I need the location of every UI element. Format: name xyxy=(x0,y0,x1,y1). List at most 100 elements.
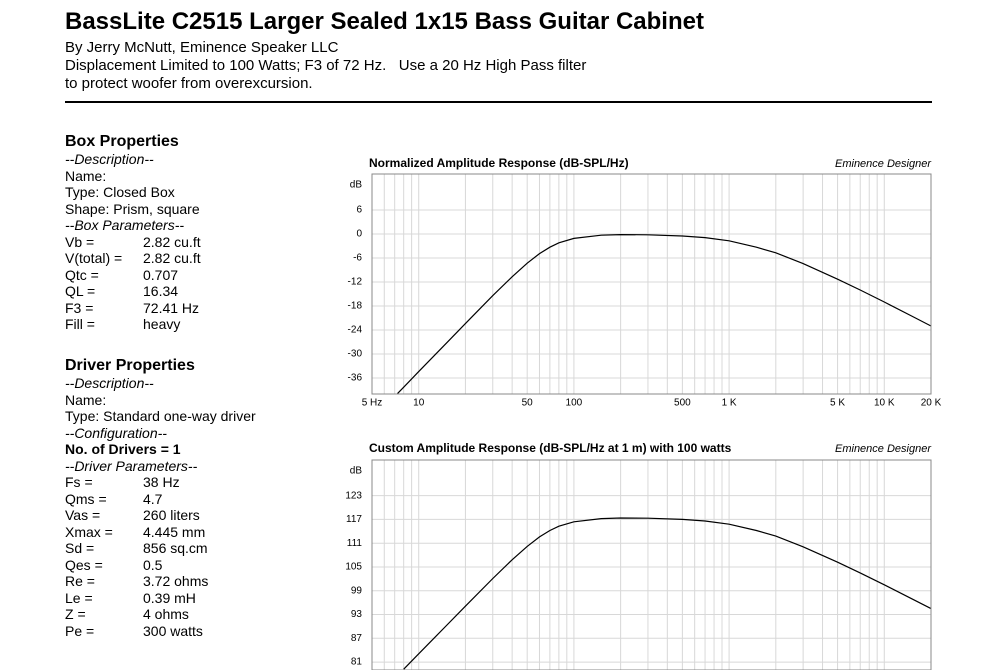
property-value: 16.34 xyxy=(143,283,179,299)
property-row: F3 = 72.41 Hz xyxy=(65,300,345,317)
x-tick-label: 20 K xyxy=(921,398,942,409)
x-tick-label: 10 K xyxy=(874,398,895,409)
property-row: Le = 0.39 mH xyxy=(65,590,345,607)
y-tick-label: -12 xyxy=(348,277,363,288)
property-text: Name: xyxy=(65,167,107,184)
property-row: Type: Closed Box xyxy=(65,184,345,201)
header-rule xyxy=(65,101,932,103)
property-label: F3 = xyxy=(65,299,94,316)
property-row: Name: xyxy=(65,392,345,409)
property-row: Vb = 2.82 cu.ft xyxy=(65,234,345,251)
property-row: Pe = 300 watts xyxy=(65,623,345,640)
property-label: Xmax = xyxy=(65,523,113,540)
y-tick-label: 111 xyxy=(347,538,363,549)
property-row: Qms = 4.7 xyxy=(65,491,345,508)
y-tick-label: 81 xyxy=(351,657,363,668)
property-label: Re = xyxy=(65,573,95,589)
property-label: Fill = xyxy=(65,316,95,332)
property-row: Fill = heavy xyxy=(65,316,345,333)
property-row: Re = 3.72 ohms xyxy=(65,573,345,590)
x-tick-label: 50 xyxy=(522,398,534,409)
property-label: V(total) = xyxy=(65,250,123,266)
property-text: --Description-- xyxy=(65,375,154,391)
plot-frame xyxy=(371,459,932,670)
chart-title: Custom Amplitude Response (dB-SPL/Hz at … xyxy=(369,441,732,455)
x-tick-label: 10 xyxy=(413,398,425,409)
y-tick-label: 87 xyxy=(351,633,363,644)
subtitle: By Jerry McNutt, Eminence Speaker LLC Di… xyxy=(65,39,586,93)
y-tick-label: 105 xyxy=(345,562,362,573)
subtitle-line: Displacement Limited to 100 Watts; F3 of… xyxy=(65,57,587,74)
y-axis-label: dB xyxy=(350,180,363,191)
property-row: Xmax = 4.445 mm xyxy=(65,524,345,541)
y-tick-label: 99 xyxy=(351,585,363,596)
property-row: Sd = 856 sq.cm xyxy=(65,540,345,557)
property-row: --Driver Parameters-- xyxy=(65,458,345,475)
property-row: Shape: Prism, square xyxy=(65,201,345,218)
chart-source: Eminence Designer xyxy=(835,443,932,455)
y-tick-label: 117 xyxy=(346,514,362,525)
x-tick-label: 500 xyxy=(674,398,691,409)
y-tick-label: 6 xyxy=(356,205,362,216)
y-tick-label: -36 xyxy=(348,373,363,384)
property-row: Vas = 260 liters xyxy=(65,507,345,524)
x-tick-label: 5 Hz xyxy=(362,398,383,409)
property-label: Sd = xyxy=(65,540,95,556)
chart-title: Normalized Amplitude Response (dB-SPL/Hz… xyxy=(369,156,629,170)
property-label: Z = xyxy=(65,606,86,622)
y-tick-label: -24 xyxy=(348,325,363,336)
property-row: Z = 4 ohms xyxy=(65,606,345,623)
response-curve xyxy=(397,233,931,394)
property-value: 4 ohms xyxy=(143,606,189,622)
response-curve xyxy=(403,517,931,670)
plot xyxy=(372,460,931,670)
x-tick-label: 1 K xyxy=(722,398,737,409)
property-label: Pe = xyxy=(65,622,95,639)
property-value: 4.445 mm xyxy=(143,523,206,540)
property-row: Name: xyxy=(65,168,345,185)
chart-source: Eminence Designer xyxy=(835,158,932,170)
property-label: Qes = xyxy=(65,556,103,573)
property-value: 72.41 Hz xyxy=(143,299,200,316)
property-label: QL = xyxy=(65,283,96,299)
section-heading: Box Properties xyxy=(65,133,179,150)
y-tick-label: 123 xyxy=(345,490,362,501)
property-label: Qms = xyxy=(65,490,107,507)
property-row: --Box Parameters-- xyxy=(65,217,345,234)
plot-frame xyxy=(371,173,932,395)
plot xyxy=(372,174,931,394)
subtitle-line: to protect woofer from overexcursion. xyxy=(65,75,313,92)
property-label: Fs = xyxy=(65,474,93,490)
property-text: --Configuration-- xyxy=(65,424,167,441)
section-heading: Driver Properties xyxy=(65,357,195,374)
property-value: 3.72 ohms xyxy=(143,573,209,589)
property-value: 0.707 xyxy=(143,266,179,283)
property-label: Le = xyxy=(65,589,93,606)
title: BassLite C2515 Larger Sealed 1x15 Bass G… xyxy=(65,8,704,35)
property-label: Qtc = xyxy=(65,266,99,283)
property-row: Qtc = 0.707 xyxy=(65,267,345,284)
property-section: Box Properties --Description-- Name: Type: … xyxy=(65,133,345,333)
y-axis-label: dB xyxy=(350,466,363,477)
y-tick-label: -6 xyxy=(353,253,362,264)
property-text: Name: xyxy=(65,391,107,408)
property-row: --Description-- xyxy=(65,375,345,392)
property-value: 0.39 mH xyxy=(143,589,196,606)
property-value: 300 watts xyxy=(143,622,203,639)
property-label: Vb = xyxy=(65,233,95,250)
property-text: --Description-- xyxy=(65,151,154,167)
y-tick-label: -30 xyxy=(348,349,363,360)
property-value: 2.82 cu.ft xyxy=(143,250,201,266)
property-value: 4.7 xyxy=(143,490,163,507)
property-text: --Box Parameters-- xyxy=(65,217,185,233)
property-text: Type: Closed Box xyxy=(65,184,175,200)
x-tick-label: 100 xyxy=(566,398,583,409)
y-tick-label: 93 xyxy=(351,609,363,620)
property-text: Shape: Prism, square xyxy=(65,200,200,217)
y-tick-label: 0 xyxy=(356,229,362,240)
property-row: V(total) = 2.82 cu.ft xyxy=(65,250,345,267)
property-row: --Description-- xyxy=(65,151,345,168)
property-row: No. of Drivers = 1 xyxy=(65,441,345,458)
